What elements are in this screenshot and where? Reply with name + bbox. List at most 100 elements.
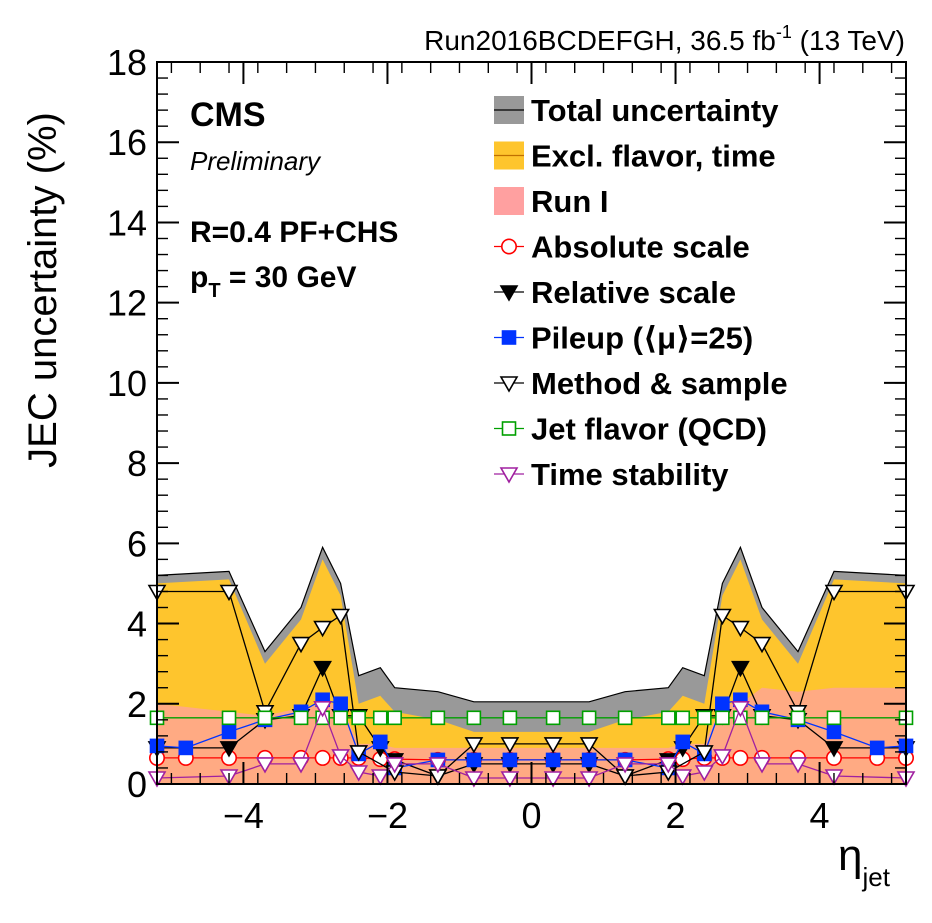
tick-layer: 0 2 4 6 8 10 12 14 16 18 −4 −2 0 2 4 [107,42,906,836]
x-axis-title: ηjet [838,831,891,892]
point-rel [313,660,332,678]
y-axis-title: JEC uncertainty (%) [21,112,65,468]
y-tick-label: 14 [107,202,147,243]
y-tick-label: 2 [127,684,147,725]
point-flav [333,710,348,726]
point-time [658,757,678,774]
point-pu [221,724,237,740]
point-time [370,769,390,786]
point-time [291,757,311,774]
x-tick-label: 0 [521,795,541,836]
point-pu [826,724,842,740]
point-time [731,700,750,718]
point-meth [713,608,732,626]
legend-item-time: Time stability [494,457,729,492]
algo-label: R=0.4 PF+CHS [190,216,398,249]
legend-item-abs: Absolute scale [494,230,750,265]
legend-label-total: Total uncertainty [531,93,779,128]
point-time [428,757,448,774]
point-time [615,757,635,774]
run-label: Run2016BCDEFGH, 36.5 fb-1 (13 TeV) [424,22,905,56]
point-abs [314,749,331,766]
point-flav [545,710,561,726]
point-meth [543,737,563,754]
point-flav [675,710,691,726]
pt-label: pT = 30 GeV [190,261,356,302]
legend-label-abs: Absolute scale [531,230,750,265]
point-pu [675,734,691,750]
x-tick-label: −4 [223,795,264,836]
legend-label-excl: Excl. flavor, time [531,139,776,174]
point-flav [293,710,309,726]
point-flav [661,710,676,726]
point-flav [387,710,402,726]
y-tick-label: 8 [127,443,147,484]
point-flav [617,710,633,726]
point-flav [257,710,273,726]
point-meth [464,737,484,754]
point-meth [331,608,350,626]
point-meth [219,584,239,602]
y-tick-label: 18 [107,42,147,83]
series-layer [147,584,916,788]
legend-swatch-run1 [494,187,524,215]
point-pu [502,752,518,768]
y-tick-label: 10 [107,363,147,404]
point-flav [502,710,518,726]
experiment-label: CMS [190,96,266,134]
legend-item-flav: Jet flavor (QCD) [494,412,767,447]
point-meth [752,636,772,654]
point-meth [349,745,369,762]
legend-label-rel: Relative scale [531,275,736,310]
point-flav [221,710,237,726]
point-flav [754,710,770,726]
point-time [713,749,732,766]
point-pu [545,752,561,768]
legend-label-run1: Run I [531,184,609,219]
legend-label-flav: Jet flavor (QCD) [531,412,767,447]
legend-item-run1: Run I [494,184,609,219]
point-rel [824,741,844,758]
point-time [752,757,772,774]
y-tick-label: 0 [127,764,147,805]
point-pu [869,740,885,756]
point-rel [219,741,239,758]
point-time [543,771,563,788]
point-pu [581,752,597,768]
legend-marker-flav [501,421,517,436]
point-flav [715,710,730,726]
point-meth [313,620,332,638]
legend-marker-pu [501,330,517,345]
point-pu [333,696,348,712]
point-meth [500,737,520,754]
point-meth [579,737,599,754]
point-flav [697,710,712,726]
point-pu [372,734,388,750]
legend-marker-meth [499,376,519,393]
point-flav [581,710,597,726]
series-line-meth [157,590,906,777]
status-label: Preliminary [190,146,322,176]
y-tick-label: 6 [127,523,147,564]
band-total-edge [156,545,907,703]
point-time [464,771,484,788]
legend-marker-abs [500,238,517,255]
point-time [694,765,714,782]
y-tick-label: 16 [107,122,147,163]
point-meth [731,620,750,638]
legend-label-time: Time stability [531,457,729,492]
point-meth [291,636,311,654]
point-time [349,765,369,782]
x-tick-label: 2 [666,795,686,836]
point-meth [824,584,844,602]
point-flav [466,710,482,726]
y-tick-label: 12 [107,283,147,324]
point-rel [731,660,750,678]
point-time [788,757,808,774]
point-time [331,749,350,766]
point-flav [826,710,842,726]
point-abs [732,749,749,766]
legend-item-rel: Relative scale [494,275,736,310]
point-flav [351,710,366,726]
legend-item-pu: Pileup (⟨μ⟩=25) [494,321,753,356]
